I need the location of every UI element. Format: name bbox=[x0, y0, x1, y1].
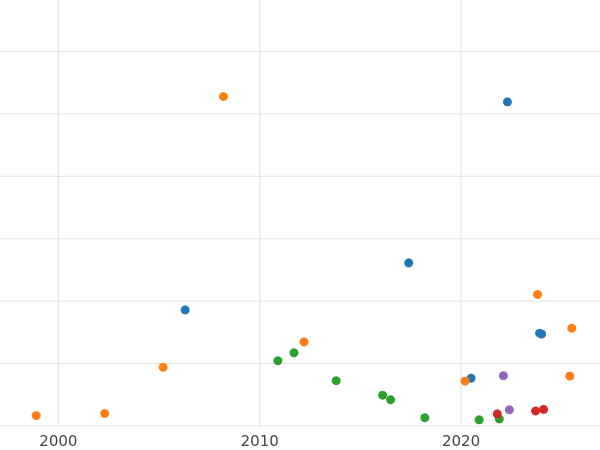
scatter-point-s4-0 bbox=[498, 371, 508, 381]
scatter-point-s3-1 bbox=[531, 406, 541, 416]
scatter-point-s1-3 bbox=[219, 92, 228, 101]
data-points bbox=[31, 92, 577, 425]
scatter-point-s0-0 bbox=[180, 305, 190, 315]
scatter-point-s3-2 bbox=[539, 404, 549, 414]
x-tick-label-1: 2010 bbox=[241, 432, 279, 450]
scatter-point-s0-3 bbox=[502, 97, 512, 107]
scatter-point-s0-1 bbox=[404, 258, 414, 268]
scatter-point-s2-1 bbox=[289, 348, 299, 358]
scatter-point-s1-2 bbox=[158, 362, 168, 372]
scatter-point-s2-2 bbox=[331, 376, 341, 386]
scatter-point-s2-4 bbox=[386, 395, 396, 405]
x-tick-label-0: 2000 bbox=[39, 432, 77, 450]
scatter-point-s1-7 bbox=[567, 323, 577, 333]
scatter-point-s3-0 bbox=[492, 409, 502, 419]
x-axis-ticks: 2000 2010 2020 bbox=[39, 432, 480, 450]
scatter-point-s4-1 bbox=[504, 405, 514, 415]
scatter-point-s2-0 bbox=[273, 356, 283, 366]
scatter-point-s2-3 bbox=[378, 390, 388, 400]
scatter-point-s2-5 bbox=[420, 413, 430, 423]
grid bbox=[0, 0, 600, 427]
scatter-point-s1-6 bbox=[533, 290, 543, 299]
scatter-point-s1-8 bbox=[565, 371, 575, 381]
scatter-point-s0-5 bbox=[537, 329, 547, 339]
scatter-point-s2-6 bbox=[474, 415, 484, 425]
scatter-point-s1-5 bbox=[460, 376, 470, 386]
scatter-point-s1-4 bbox=[299, 337, 309, 347]
scatter-point-s1-1 bbox=[100, 409, 110, 418]
scatter-point-s1-0 bbox=[31, 411, 41, 421]
x-tick-label-2: 2020 bbox=[442, 432, 480, 450]
